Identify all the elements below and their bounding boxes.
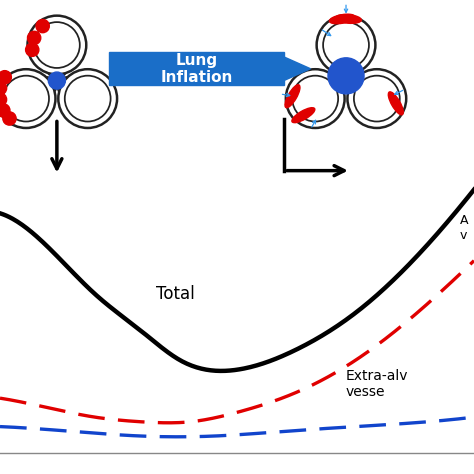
Ellipse shape — [329, 14, 355, 24]
Ellipse shape — [285, 85, 300, 108]
Ellipse shape — [336, 15, 361, 23]
Circle shape — [26, 43, 39, 56]
Ellipse shape — [292, 108, 315, 123]
Ellipse shape — [388, 92, 403, 115]
Polygon shape — [284, 57, 310, 81]
Circle shape — [48, 72, 65, 89]
Text: A
v: A v — [460, 213, 468, 242]
Circle shape — [0, 71, 11, 84]
Circle shape — [3, 112, 16, 125]
Circle shape — [36, 19, 49, 33]
Text: Lung
Inflation: Lung Inflation — [161, 53, 233, 85]
Circle shape — [328, 58, 364, 94]
Text: Extra-alv
vesse: Extra-alv vesse — [346, 369, 409, 399]
Circle shape — [0, 93, 7, 106]
Circle shape — [27, 31, 41, 45]
Text: Total: Total — [156, 285, 195, 303]
Circle shape — [0, 82, 7, 95]
FancyBboxPatch shape — [109, 52, 284, 85]
Circle shape — [0, 104, 10, 117]
